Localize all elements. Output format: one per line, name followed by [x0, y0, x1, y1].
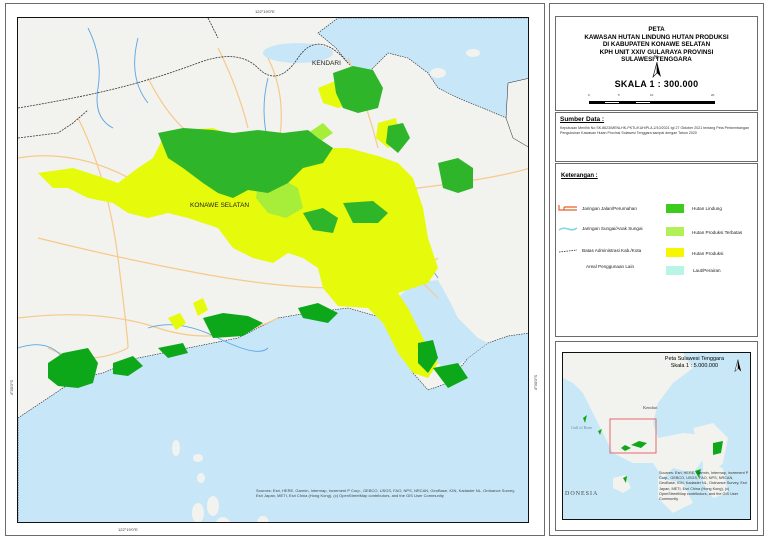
legend-laut-label: Laut/Perairan	[693, 268, 721, 273]
legend-road-label: Jaringan Jalan/Perumahan	[582, 206, 637, 211]
title-line-1: PETA	[648, 26, 665, 33]
title-panel: PETA KAWASAN HUTAN LINDUNG HUTAN PRODUKS…	[555, 16, 758, 111]
boundary-icon	[558, 249, 578, 253]
legend-boundary-label: Batas Administrasi Kab./Kota	[582, 248, 642, 253]
inset-sources: Sources: Esri, HERE, Garmin, Intermap, i…	[659, 471, 749, 502]
inset-map-canvas	[563, 353, 750, 519]
map-title: PETA KAWASAN HUTAN LINDUNG HUTAN PRODUKS…	[556, 26, 757, 64]
coord-bottom: 122°19'0"E	[118, 527, 138, 532]
inset-panel: Peta Sulawesi Tenggara Skala 1 : 5.000.0…	[555, 341, 758, 531]
main-map-outer-frame	[5, 3, 545, 536]
source-panel: Sumber Data : Keputusan Menlhk No SK.862…	[555, 112, 758, 162]
legend-hutan-lindung-label: Hutan Lindung	[692, 206, 722, 211]
title-line-2: KAWASAN HUTAN LINDUNG HUTAN PRODUKSI	[584, 33, 729, 41]
coord-top: 122°19'0"E	[255, 9, 275, 14]
inset-label-kendari: Kendari	[643, 405, 658, 410]
river-icon	[558, 227, 578, 231]
swatch-hutan-produksi-terbatas	[666, 227, 684, 236]
scale-bar	[589, 101, 715, 104]
main-map-sources: Sources: Esri, HERE, Garmin, Intermap, i…	[256, 488, 516, 498]
label-konawe-selatan: KONAWE SELATAN	[190, 202, 250, 209]
main-map-canvas	[18, 18, 528, 522]
legend-apl-label: Areal Penggunaan Lain	[586, 264, 635, 269]
inset-map[interactable]: Peta Sulawesi Tenggara Skala 1 : 5.000.0…	[562, 352, 751, 520]
coord-right: 4°30'0"S	[533, 375, 538, 391]
title-line-3: DI KABUPATEN KONAWE SELATAN	[602, 41, 711, 49]
road-icon	[558, 205, 577, 211]
title-line-5: SULAWESI TENGGARA	[621, 56, 692, 64]
inset-title: Peta Sulawesi Tenggara Skala 1 : 5.000.0…	[665, 356, 724, 370]
swatch-hutan-produksi	[666, 248, 684, 257]
scale-tick-5: 5	[618, 93, 620, 97]
legend-title: Keterangan :	[561, 173, 598, 179]
inset-label-indonesia: DONESIA	[565, 491, 599, 497]
side-panel-frame	[549, 3, 764, 536]
swatch-laut-perairan	[666, 266, 684, 275]
legend-river-label: Jaringan Sungai/Anak Sungai	[582, 226, 643, 231]
main-map[interactable]: KENDARI KONAWE SELATAN	[17, 17, 529, 523]
swatch-hutan-lindung	[666, 204, 684, 213]
north-arrow-icon	[652, 62, 661, 78]
scale-tick-10: 10	[650, 93, 654, 97]
inset-label-gulf: Gulf of Bone	[571, 425, 593, 430]
coord-left: 4°30'0"S	[9, 380, 14, 396]
title-line-4: KPH UNIT XXIV GULARAYA PROVINSI	[599, 48, 714, 56]
scale-tick-0: 0	[588, 93, 590, 97]
source-body: Keputusan Menlhk No SK.8623/MENLHK-PKTL/…	[560, 126, 749, 135]
inset-north-arrow-icon	[734, 359, 742, 373]
inset-scale: Skala 1 : 5.000.000	[670, 363, 719, 369]
north-label: N	[654, 55, 658, 61]
legend-panel: Keterangan : Jaringan Jalan/Perumahan Ja…	[555, 163, 758, 337]
legend-hpt-label: Hutan Produksi Terbatas	[692, 230, 743, 235]
label-kendari: KENDARI	[312, 60, 341, 67]
inset-title-line-1: Peta Sulawesi Tenggara	[664, 356, 724, 362]
scale-tick-20: 20	[711, 93, 715, 97]
scale-label: SKALA 1 : 300.000	[614, 79, 699, 89]
source-title: Sumber Data :	[560, 116, 605, 123]
legend-hp-label: Hutan Produksi	[692, 251, 724, 256]
